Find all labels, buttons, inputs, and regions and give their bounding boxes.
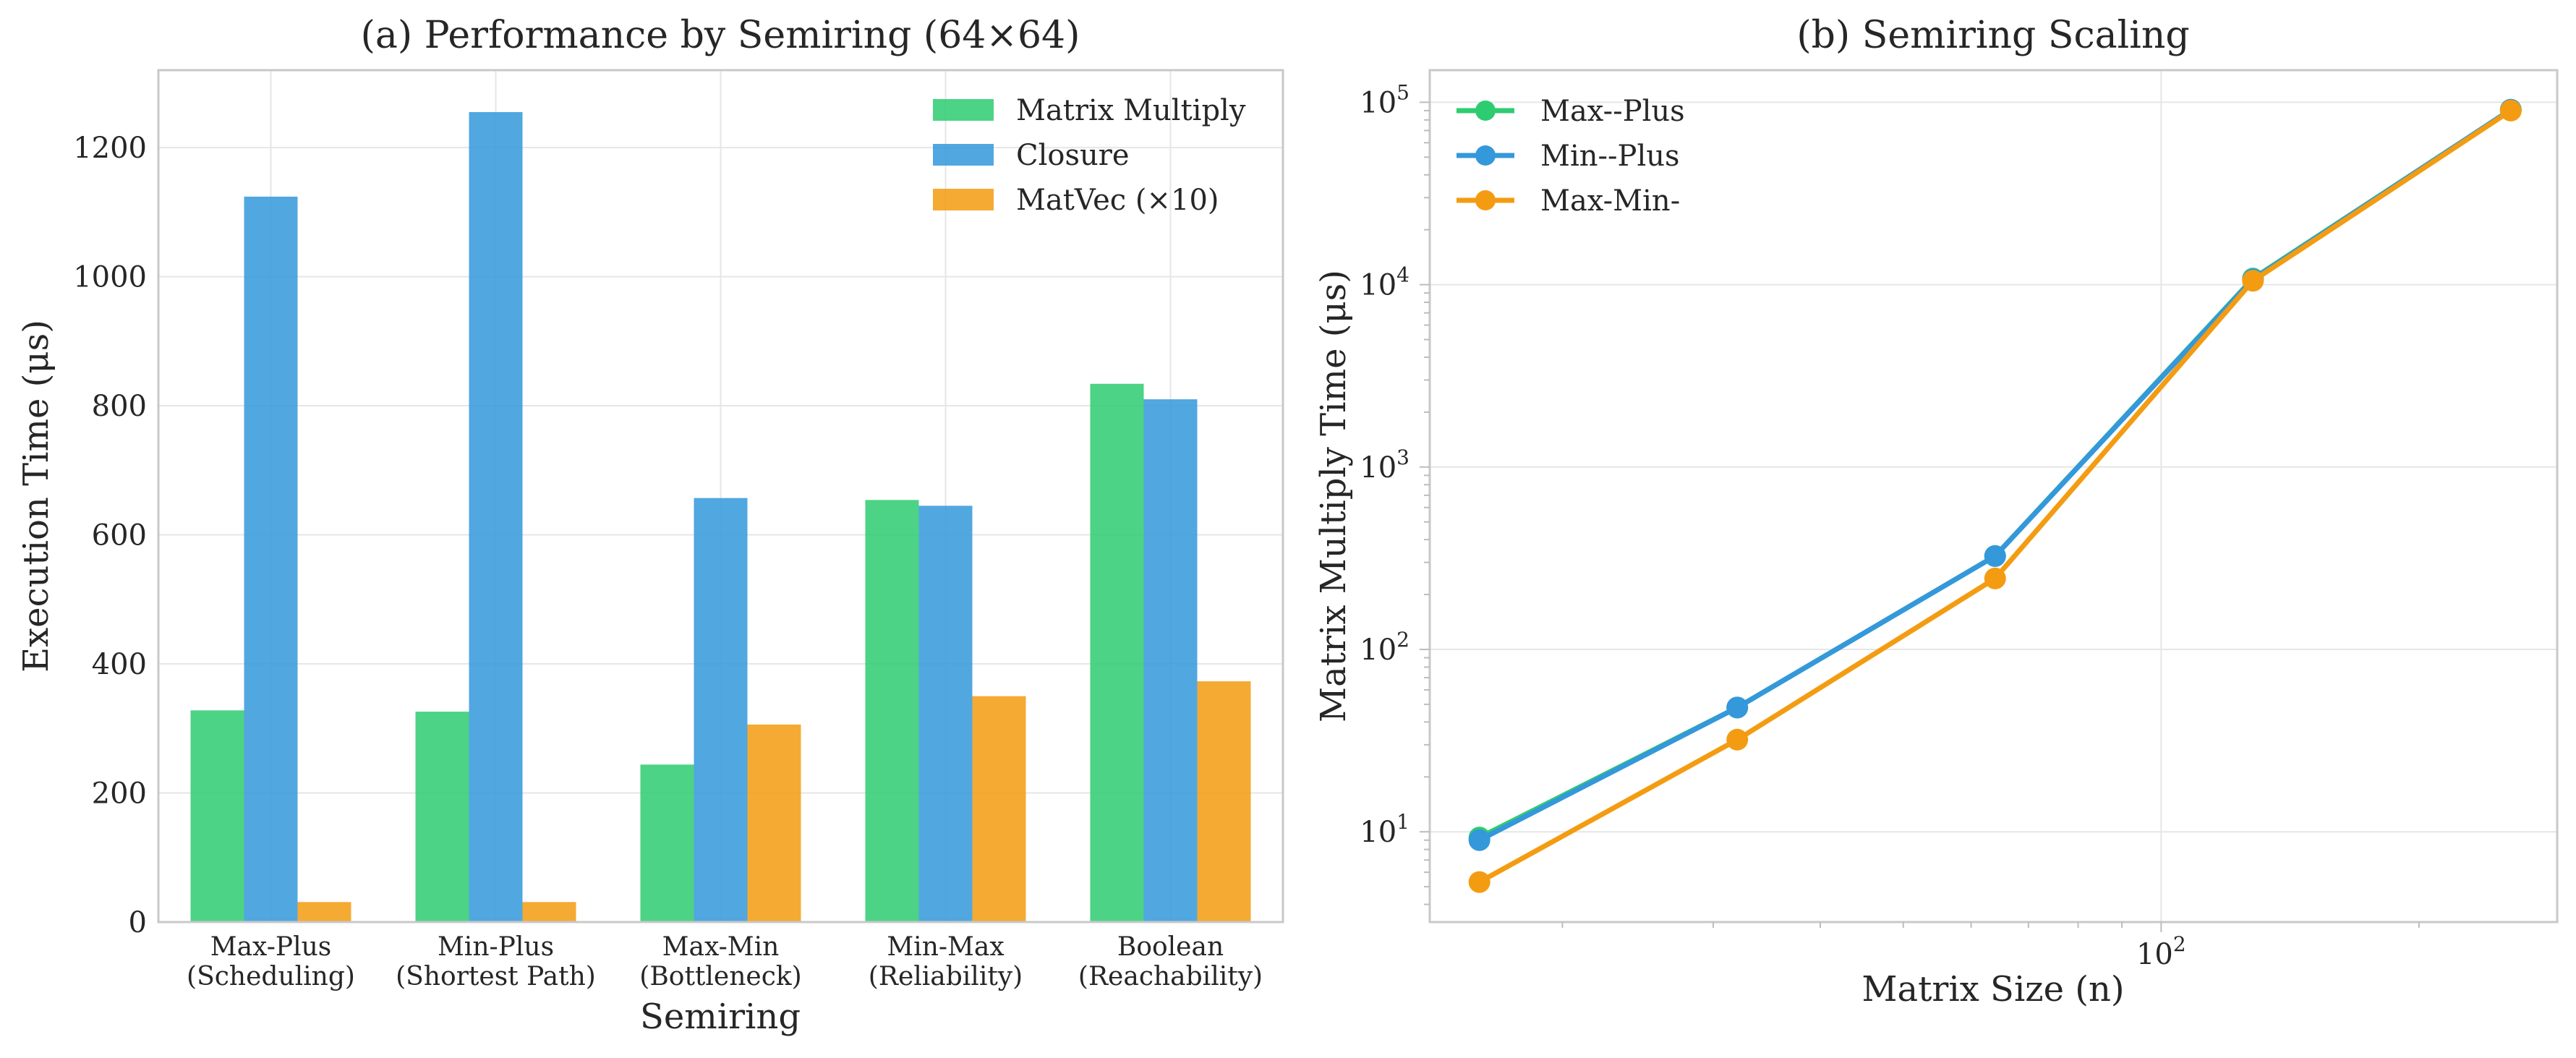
b-series-point bbox=[1726, 696, 1749, 719]
a-legend: Matrix Multiply Closure MatVec (×10) bbox=[933, 94, 1246, 217]
a-x-tick-label: Min-Max bbox=[887, 932, 1004, 962]
a-legend-label: Closure bbox=[1016, 139, 1130, 172]
b-legend-label: Max-Min- bbox=[1540, 184, 1680, 218]
a-bar bbox=[694, 498, 748, 922]
b-gridlines bbox=[1430, 70, 2557, 922]
b-y-tick-exp: 2 bbox=[1396, 628, 1409, 652]
a-y-tick-label: 1000 bbox=[73, 261, 147, 294]
b-y-tick-label: 103 bbox=[1360, 445, 1409, 485]
b-y-tick-label: 104 bbox=[1360, 263, 1409, 302]
a-legend-swatch bbox=[933, 99, 994, 121]
a-bar bbox=[190, 710, 244, 922]
a-bar bbox=[469, 112, 523, 922]
b-y-tick-exp: 3 bbox=[1396, 445, 1409, 469]
a-bars bbox=[190, 112, 1251, 922]
b-legend-marker bbox=[1475, 190, 1496, 210]
a-y-tick-label: 800 bbox=[92, 390, 147, 423]
b-chart-title: (b) Semiring Scaling bbox=[1796, 14, 2189, 57]
b-y-tick-base: 10 bbox=[1360, 451, 1396, 485]
a-y-axis-label: Execution Time (μs) bbox=[16, 320, 56, 673]
b-x-tick-labels: 102 bbox=[1561, 922, 2420, 971]
a-x-tick-label-sub: (Scheduling) bbox=[187, 962, 355, 991]
b-y-tick-base: 10 bbox=[1360, 86, 1396, 119]
a-bar bbox=[1090, 383, 1144, 922]
a-x-tick-label: Max-Min bbox=[662, 932, 780, 962]
a-bar bbox=[747, 724, 801, 922]
b-series-point bbox=[1726, 728, 1749, 751]
a-bar bbox=[522, 902, 576, 922]
a-x-tick-label: Boolean bbox=[1117, 932, 1224, 962]
b-legend-marker bbox=[1475, 101, 1496, 121]
a-x-tick-label: Max-Plus bbox=[210, 932, 332, 962]
a-x-tick-label-sub: (Reliability) bbox=[869, 962, 1023, 991]
a-bar bbox=[297, 902, 351, 922]
b-legend-label: Min--Plus bbox=[1540, 140, 1680, 173]
b-series-lines bbox=[1468, 98, 2522, 893]
a-x-axis-label: Semiring bbox=[640, 997, 801, 1037]
a-x-tick-label: Min-Plus bbox=[438, 932, 554, 962]
a-y-tick-label: 0 bbox=[129, 906, 147, 939]
a-x-tick-label-sub: (Bottleneck) bbox=[639, 962, 801, 991]
a-y-tick-labels: 0 200 400 600 800 1000 1200 bbox=[73, 132, 147, 939]
a-bar bbox=[415, 712, 469, 922]
a-y-tick-label: 600 bbox=[92, 519, 147, 553]
b-y-tick-label: 102 bbox=[1360, 628, 1409, 667]
a-legend-swatch bbox=[933, 189, 994, 210]
a-legend-label: Matrix Multiply bbox=[1016, 94, 1246, 127]
a-y-tick-label: 400 bbox=[92, 648, 147, 681]
b-y-tick-base: 10 bbox=[1360, 633, 1396, 667]
a-legend-swatch bbox=[933, 144, 994, 166]
a-chart-title: (a) Performance by Semiring (64×64) bbox=[361, 14, 1080, 57]
b-y-tick-base: 10 bbox=[1360, 269, 1396, 302]
b-y-tick-label: 105 bbox=[1360, 80, 1409, 119]
b-series-line bbox=[1477, 108, 2512, 884]
a-bar bbox=[244, 196, 298, 922]
b-series-line bbox=[1478, 107, 2512, 840]
b-axes-frame bbox=[1428, 69, 2559, 923]
b-series-line bbox=[1478, 107, 2512, 842]
b-y-tick-exp: 1 bbox=[1396, 810, 1409, 834]
b-y-tick-label: 101 bbox=[1360, 810, 1409, 849]
b-x-tick-label: 102 bbox=[2136, 932, 2186, 971]
a-bar bbox=[918, 505, 973, 922]
b-y-axis-label: Matrix Multiply Time (μs) bbox=[1313, 270, 1354, 722]
b-series-point bbox=[1984, 545, 2006, 567]
b-series-point bbox=[1468, 871, 1490, 893]
b-series-point bbox=[1468, 829, 1490, 851]
b-x-axis-label: Matrix Size (n) bbox=[1861, 969, 2124, 1010]
a-axes-frame bbox=[157, 69, 1284, 923]
panel-a-performance-by-semiring: 0 200 400 600 800 1000 1200 Max-Plus(Schedulin… bbox=[16, 14, 1284, 1037]
b-legend: Max--Plus Min--Plus Max-Min- bbox=[1457, 95, 1685, 218]
a-legend-label: MatVec (×10) bbox=[1016, 184, 1219, 217]
b-legend-label: Max--Plus bbox=[1540, 95, 1685, 128]
a-bar bbox=[1197, 681, 1251, 922]
b-series-point bbox=[2242, 270, 2264, 292]
b-x-tick-exp: 2 bbox=[2173, 932, 2186, 956]
b-series-point bbox=[1984, 567, 2006, 589]
a-x-tick-labels: Max-Plus(Scheduling) Min-Plus(Shortest Pa… bbox=[187, 932, 1263, 991]
b-x-tick-base: 10 bbox=[2136, 938, 2173, 971]
b-y-tick-exp: 5 bbox=[1396, 80, 1409, 104]
b-series-point bbox=[2499, 99, 2522, 121]
b-y-tick-exp: 4 bbox=[1396, 263, 1409, 287]
a-x-tick-label-sub: (Reachability) bbox=[1078, 962, 1263, 991]
b-y-tick-base: 10 bbox=[1360, 816, 1396, 849]
a-bar bbox=[640, 764, 694, 922]
a-y-tick-label: 1200 bbox=[73, 132, 147, 165]
b-legend-marker bbox=[1475, 145, 1496, 166]
a-bar bbox=[972, 696, 1026, 922]
a-y-tick-label: 200 bbox=[92, 777, 147, 811]
a-bar bbox=[865, 500, 919, 922]
a-x-tick-label-sub: (Shortest Path) bbox=[396, 962, 596, 991]
a-bar bbox=[1143, 399, 1198, 922]
